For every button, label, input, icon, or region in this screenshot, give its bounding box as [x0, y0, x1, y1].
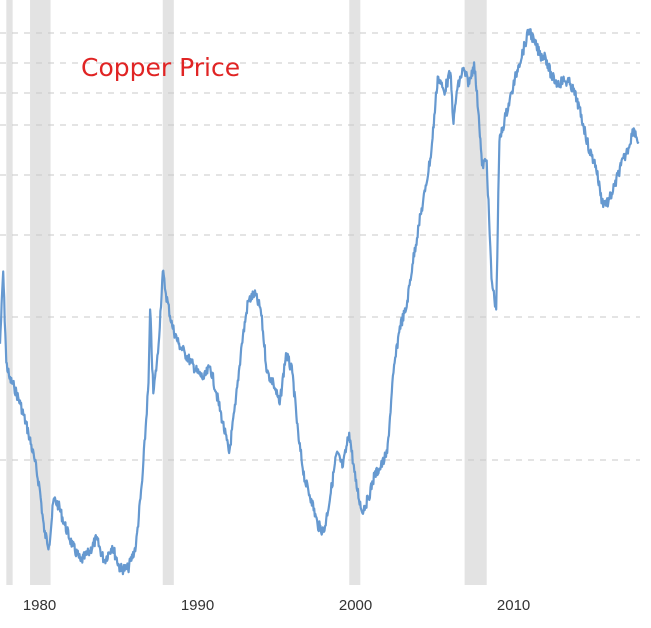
x-tick-label: 1980	[23, 597, 56, 614]
recession-band	[6, 0, 13, 585]
recession-band	[30, 0, 51, 585]
recession-band	[349, 0, 361, 585]
recession-band	[162, 0, 174, 585]
x-tick-label: 2000	[339, 597, 372, 614]
recession-bands	[6, 0, 487, 585]
series-layer	[0, 28, 640, 576]
chart-title: Copper Price	[81, 53, 240, 82]
gridlines	[0, 32, 640, 461]
x-tick-label: 2010	[497, 597, 530, 614]
copper-price-line	[0, 28, 640, 576]
x-tick-label: 1990	[181, 597, 214, 614]
x-axis-ticks: 1980 1990 2000 2010	[23, 597, 530, 614]
